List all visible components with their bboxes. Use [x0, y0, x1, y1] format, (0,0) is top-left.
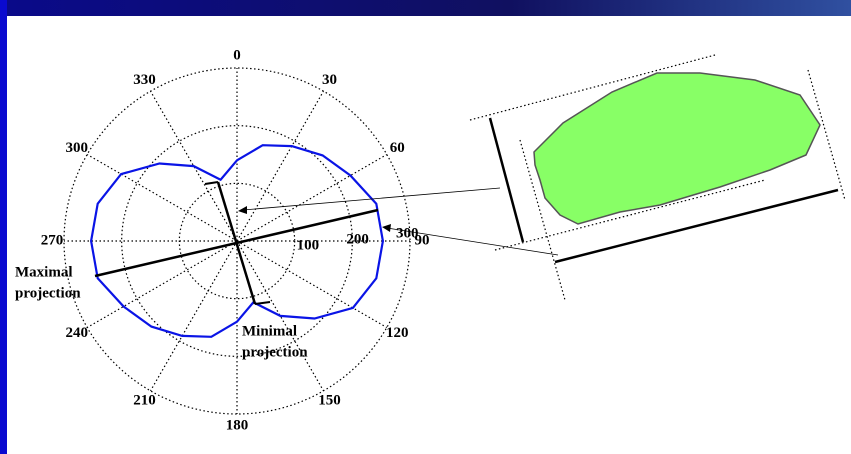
curve [89, 144, 385, 338]
spoke [86, 153, 238, 242]
arrow [242, 187, 501, 211]
arrow-head [382, 224, 391, 232]
ring [178, 182, 296, 300]
projection-bar [488, 117, 525, 243]
angle-label: 300 [66, 140, 89, 156]
radial-label: 200 [346, 231, 369, 247]
spoke [236, 240, 325, 392]
radial-label: 300 [396, 225, 419, 241]
ring [63, 67, 411, 415]
ring [121, 125, 353, 357]
angle-label: 240 [66, 325, 89, 341]
projection-bar [554, 188, 839, 264]
minimal-projection-tick [254, 301, 271, 305]
spoke [86, 240, 238, 329]
spoke [149, 90, 238, 242]
angle-label: 270 [41, 232, 64, 248]
radial-label: 100 [297, 237, 320, 253]
annotation: projection [15, 285, 81, 301]
left-bar [0, 0, 7, 454]
angle-label: 150 [318, 393, 341, 409]
minimal-projection-line [216, 181, 257, 305]
angle-label: 330 [133, 72, 156, 88]
polar-chart: 0 30 60 90 120 150 180 210 240 270 300 330 100 200 300 [41, 47, 430, 433]
arrow [386, 227, 559, 256]
annotation: Minimal [242, 323, 297, 339]
spoke [236, 90, 325, 242]
angle-label: 120 [386, 325, 409, 341]
shape [533, 72, 821, 225]
top-bar [0, 0, 851, 16]
spoke [236, 153, 388, 242]
shape-diagram [238, 54, 846, 301]
angle-label: 180 [226, 417, 249, 433]
annotation: Maximal [15, 264, 73, 280]
angle-label: 60 [390, 140, 405, 156]
annotation: projection [242, 344, 308, 360]
spoke [149, 240, 238, 392]
spoke [236, 240, 388, 329]
angle-label: 30 [322, 72, 337, 88]
arrow-head [238, 206, 247, 214]
guide-line [494, 179, 766, 251]
angle-label: 90 [415, 232, 430, 248]
guide-line [807, 69, 846, 201]
minimal-projection-tick [204, 181, 219, 185]
angle-label: 210 [133, 393, 156, 409]
angle-label: 0 [233, 47, 241, 63]
